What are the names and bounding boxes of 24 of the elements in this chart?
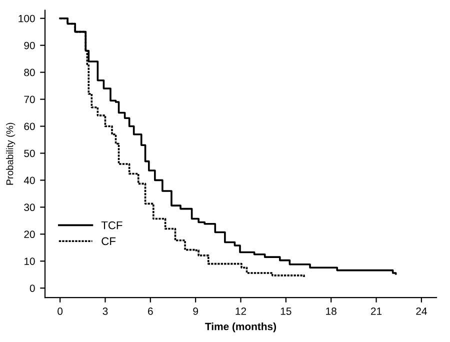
x-tick-label: 12 [236, 308, 246, 315]
x-tick-label: 6 [148, 308, 153, 315]
y-tick-label: 80 [24, 68, 35, 76]
y-tick-label: 70 [24, 96, 35, 104]
x-tick-label: 15 [280, 308, 292, 315]
x-axis-title: Time (months) [205, 322, 276, 332]
y-tick-label: 40 [24, 176, 35, 184]
x-tick-label: 21 [371, 308, 382, 315]
y-tick-label: 30 [24, 204, 35, 212]
y-tick-label: 100 [18, 14, 35, 22]
x-tick-label: 24 [416, 308, 427, 315]
y-tick-label: 90 [24, 42, 35, 50]
y-tick-label: 20 [24, 230, 35, 238]
legend-label: TCF [101, 221, 122, 230]
y-axis-title: Probability (%) [6, 122, 16, 185]
legend-label: CF [102, 237, 116, 246]
y-tick-label: 50 [24, 150, 35, 158]
x-tick-label: 9 [193, 308, 198, 315]
y-tick-label: 0 [30, 284, 35, 292]
x-tick-label: 18 [326, 308, 336, 315]
y-tick-label: 10 [24, 258, 35, 265]
x-tick-label: 0 [58, 308, 63, 315]
x-tick-label: 3 [102, 308, 108, 315]
y-tick-label: 60 [24, 122, 35, 130]
